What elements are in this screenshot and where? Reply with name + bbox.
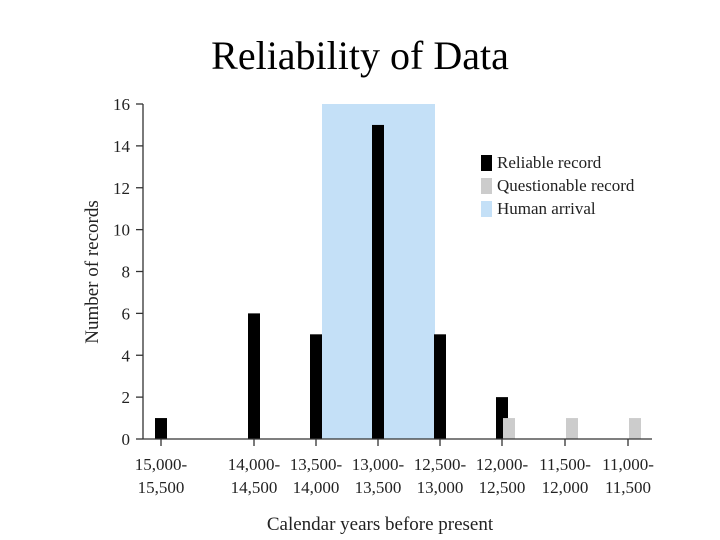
chart-title: Reliability of Data (211, 33, 509, 78)
x-tick-label-7-1: 11,500 (605, 478, 651, 497)
y-tick-label-16: 16 (113, 95, 130, 114)
legend-swatch-reliable (481, 155, 492, 171)
y-tick-label-14: 14 (113, 137, 131, 156)
legend: Reliable record Questionable record Human … (481, 153, 635, 218)
legend-label-questionable: Questionable record (497, 176, 635, 195)
x-axis-label: Calendar years before present (267, 514, 494, 535)
legend-swatch-questionable (481, 178, 492, 194)
reliable-bar-2 (310, 334, 322, 439)
x-tick-label-5-0: 12,000- (476, 455, 529, 474)
y-tick-label-8: 8 (122, 263, 131, 282)
x-tick-label-4-1: 13,000 (417, 478, 464, 497)
x-tick-label-3-0: 13,000- (352, 455, 405, 474)
x-tick-label-6-0: 11,500- (539, 455, 591, 474)
x-tick-label-2-0: 13,500- (290, 455, 343, 474)
reliable-bar-0 (155, 418, 167, 439)
legend-label-reliable: Reliable record (497, 153, 602, 172)
x-tick-label-1-0: 14,000- (228, 455, 281, 474)
x-tick-label-1-1: 14,500 (231, 478, 278, 497)
legend-swatch-human-arrival (481, 201, 492, 217)
reliable-bar-3 (372, 124, 384, 439)
y-tick-label-10: 10 (113, 221, 130, 240)
x-tick-label-2-1: 14,000 (293, 478, 340, 497)
x-tick-label-0-1: 15,500 (138, 478, 185, 497)
questionable-bar-7 (629, 418, 641, 439)
legend-label-human-arrival: Human arrival (497, 199, 596, 218)
x-tick-label-7-0: 11,000- (602, 455, 654, 474)
x-tick-label-3-1: 13,500 (355, 478, 402, 497)
questionable-bar-5 (503, 418, 515, 439)
y-tick-label-2: 2 (122, 388, 131, 407)
y-tick-label-12: 12 (113, 179, 130, 198)
y-axis-label: Number of records (82, 200, 103, 344)
y-tick-label-4: 4 (122, 346, 131, 365)
y-tick-label-6: 6 (122, 304, 131, 323)
x-tick-label-0-0: 15,000- (135, 455, 188, 474)
reliable-bar-1 (248, 313, 260, 439)
x-tick-label-5-1: 12,500 (479, 478, 526, 497)
x-tick-label-4-0: 12,500- (414, 455, 467, 474)
x-tick-label-6-1: 12,000 (542, 478, 589, 497)
questionable-bar-6 (566, 418, 578, 439)
y-tick-label-0: 0 (122, 430, 131, 449)
reliable-bar-4 (434, 334, 446, 439)
